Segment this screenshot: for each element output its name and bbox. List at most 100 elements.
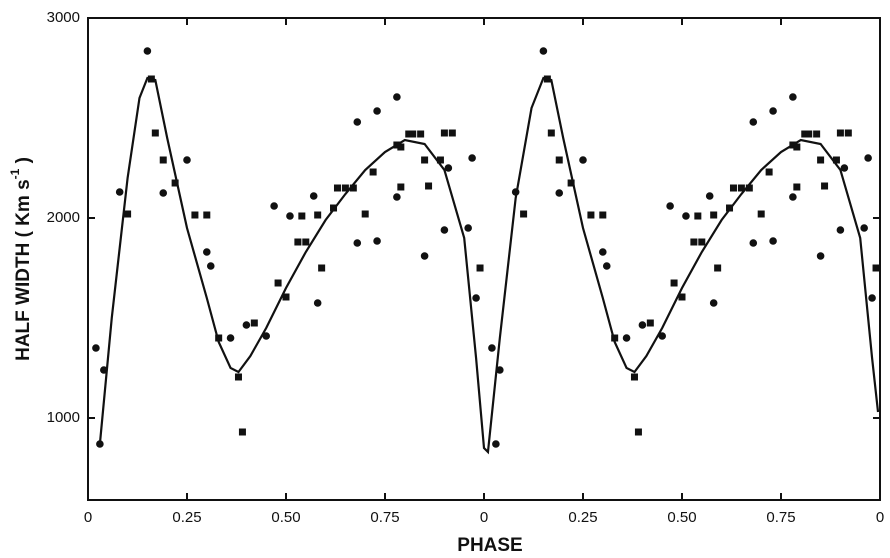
square-point bbox=[737, 184, 745, 192]
square-point bbox=[314, 211, 322, 219]
square-point bbox=[520, 210, 528, 218]
square-point bbox=[801, 130, 809, 138]
square-point bbox=[805, 130, 813, 138]
square-point bbox=[171, 179, 179, 187]
circle-point bbox=[496, 366, 504, 374]
circle-point bbox=[159, 189, 168, 197]
square-point bbox=[476, 264, 484, 272]
square-point bbox=[417, 130, 425, 138]
circle-point bbox=[242, 321, 251, 329]
x-tick-label: 0 bbox=[876, 509, 884, 526]
circle-point bbox=[658, 332, 666, 340]
circle-point bbox=[468, 154, 476, 162]
circle-point bbox=[262, 332, 271, 340]
square-point bbox=[587, 211, 595, 219]
square-point bbox=[124, 210, 132, 218]
circle-point bbox=[353, 239, 362, 247]
circle-point bbox=[270, 202, 278, 210]
circle-point bbox=[353, 118, 362, 126]
circle-point bbox=[769, 237, 777, 245]
circle-point bbox=[286, 212, 294, 220]
x-tick-label: 0.50 bbox=[271, 509, 300, 526]
square-point bbox=[302, 238, 310, 246]
x-tick-label: 0.75 bbox=[766, 509, 795, 526]
square-point bbox=[698, 238, 706, 246]
circle-point bbox=[444, 164, 453, 172]
square-point bbox=[397, 183, 405, 191]
circle-point bbox=[789, 193, 797, 201]
y-label-superscript: -1 bbox=[8, 168, 22, 179]
square-point bbox=[318, 264, 326, 272]
square-point bbox=[694, 212, 702, 220]
circle-point bbox=[488, 344, 496, 352]
square-point bbox=[425, 182, 433, 190]
square-point bbox=[678, 293, 686, 301]
circle-point bbox=[373, 107, 381, 115]
circle-point bbox=[143, 47, 152, 55]
square-point bbox=[765, 168, 773, 176]
square-point bbox=[793, 143, 801, 151]
circle-point bbox=[860, 224, 868, 232]
square-point bbox=[872, 264, 880, 272]
square-point bbox=[547, 129, 555, 137]
square-point bbox=[793, 183, 801, 191]
circle-point bbox=[709, 299, 718, 307]
square-point bbox=[729, 184, 737, 192]
y-tick-label: 3000 bbox=[47, 9, 80, 26]
square-point bbox=[234, 373, 242, 381]
square-point bbox=[369, 168, 377, 176]
circle-point bbox=[682, 212, 690, 220]
square-point bbox=[421, 156, 429, 164]
circle-point bbox=[599, 248, 607, 256]
square-point bbox=[440, 129, 448, 137]
circle-point bbox=[840, 164, 849, 172]
circle-point bbox=[602, 262, 611, 270]
circle-point bbox=[555, 189, 564, 197]
square-point bbox=[844, 129, 852, 137]
circle-point bbox=[666, 202, 674, 210]
circle-point bbox=[464, 224, 472, 232]
square-point bbox=[710, 211, 718, 219]
circle-point bbox=[749, 239, 758, 247]
circle-point bbox=[749, 118, 758, 126]
square-point bbox=[817, 156, 825, 164]
circle-point bbox=[393, 193, 401, 201]
square-point bbox=[714, 264, 722, 272]
x-tick-label: 0.75 bbox=[370, 509, 399, 526]
square-point bbox=[361, 210, 369, 218]
circle-point bbox=[638, 321, 647, 329]
square-point bbox=[670, 279, 678, 287]
x-tick-label: 0 bbox=[480, 509, 488, 526]
x-tick-label: 0.25 bbox=[568, 509, 597, 526]
circle-point bbox=[313, 299, 322, 307]
x-axis-label: PHASE bbox=[457, 535, 522, 556]
x-tick-label: 0.50 bbox=[667, 509, 696, 526]
square-point bbox=[757, 210, 765, 218]
square-point bbox=[436, 156, 444, 164]
square-point bbox=[690, 238, 698, 246]
square-point bbox=[630, 373, 638, 381]
plot-frame bbox=[87, 17, 881, 501]
square-point bbox=[634, 428, 642, 436]
x-tick-label: 0 bbox=[84, 509, 92, 526]
circle-point bbox=[226, 334, 235, 342]
circle-point bbox=[393, 93, 401, 101]
square-point bbox=[745, 184, 753, 192]
square-point bbox=[397, 143, 405, 151]
square-point bbox=[567, 179, 575, 187]
circle-point bbox=[622, 334, 631, 342]
fit-curve bbox=[98, 76, 880, 455]
square-point bbox=[333, 184, 341, 192]
square-point bbox=[250, 319, 258, 327]
circle-point bbox=[868, 294, 876, 302]
circle-point bbox=[579, 156, 587, 164]
square-point bbox=[646, 319, 654, 327]
square-point bbox=[282, 293, 290, 301]
circle-point bbox=[96, 440, 104, 448]
square-point bbox=[238, 428, 246, 436]
square-point bbox=[555, 156, 563, 164]
circle-point bbox=[492, 440, 500, 448]
square-point bbox=[349, 184, 357, 192]
square-point bbox=[405, 130, 413, 138]
